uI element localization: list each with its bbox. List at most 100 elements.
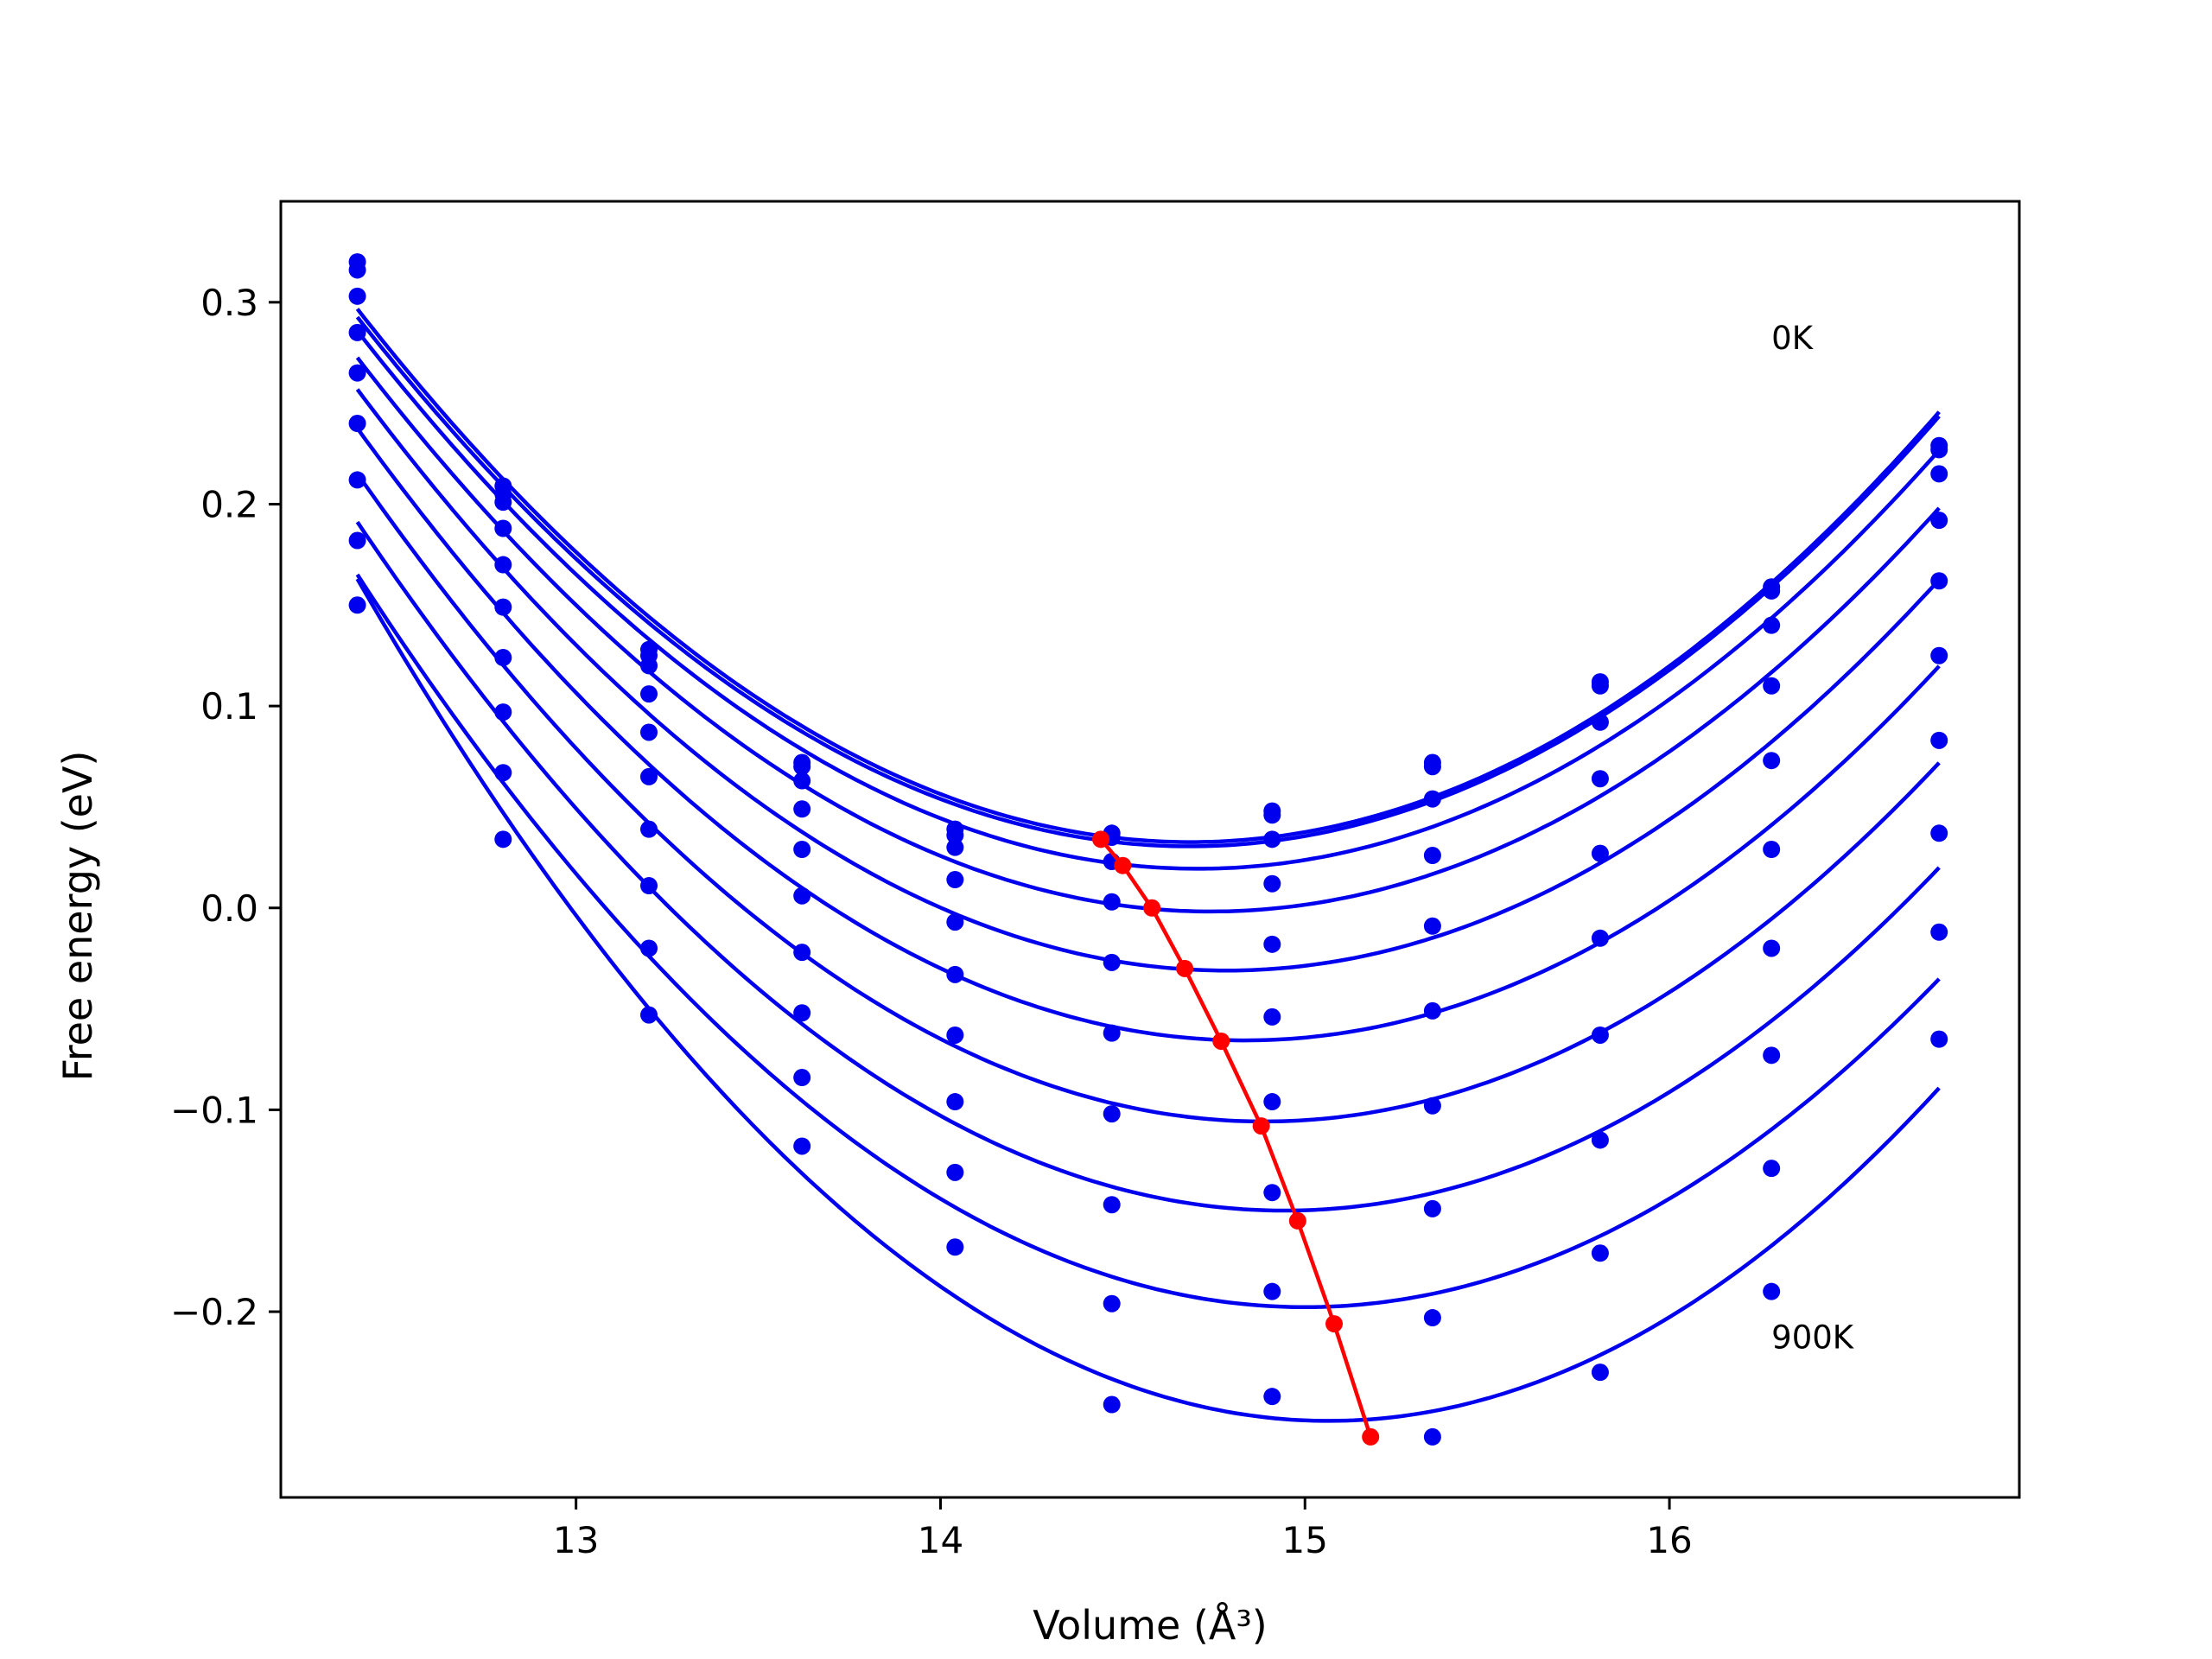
data-point bbox=[1591, 1244, 1609, 1262]
minimum-point bbox=[1288, 1211, 1306, 1230]
minimum-point bbox=[1252, 1117, 1270, 1135]
y-tick-label: 0.0 bbox=[200, 887, 258, 930]
data-point bbox=[1763, 1282, 1781, 1300]
data-point bbox=[1423, 758, 1441, 776]
fit-curve-8 bbox=[355, 520, 1941, 1213]
y-tick-label: 0.3 bbox=[200, 282, 258, 324]
data-point bbox=[1423, 847, 1441, 865]
data-point bbox=[793, 944, 811, 962]
minima-trace bbox=[1092, 830, 1380, 1446]
fit-curve-3 bbox=[355, 329, 1941, 871]
annotation-label: 900K bbox=[1771, 1319, 1855, 1356]
data-point bbox=[1763, 1160, 1781, 1178]
data-point bbox=[348, 596, 366, 614]
data-point bbox=[946, 871, 964, 889]
data-point bbox=[1423, 790, 1441, 808]
data-point bbox=[1423, 1096, 1441, 1115]
data-point bbox=[1591, 844, 1609, 862]
data-point bbox=[1763, 677, 1781, 695]
data-point bbox=[1591, 929, 1609, 947]
data-point bbox=[1263, 935, 1281, 953]
data-point bbox=[946, 1093, 964, 1111]
data-point bbox=[1423, 1309, 1441, 1327]
data-point bbox=[1591, 1026, 1609, 1044]
data-point bbox=[946, 913, 964, 931]
minimum-point bbox=[1176, 959, 1194, 977]
data-point bbox=[640, 877, 658, 895]
data-point bbox=[1763, 616, 1781, 634]
data-point bbox=[1263, 806, 1281, 824]
data-point bbox=[1763, 939, 1781, 957]
data-point bbox=[348, 531, 366, 550]
data-point bbox=[348, 261, 366, 279]
data-point bbox=[640, 685, 658, 703]
data-point bbox=[1423, 1199, 1441, 1217]
data-point bbox=[348, 287, 366, 305]
data-point bbox=[1103, 1395, 1121, 1414]
fit-curve-6 bbox=[355, 427, 1941, 1043]
data-point bbox=[640, 820, 658, 838]
data-point bbox=[348, 323, 366, 341]
minimum-point bbox=[1212, 1032, 1230, 1050]
minimum-point bbox=[1114, 856, 1132, 874]
x-tick-label: 15 bbox=[1282, 1519, 1328, 1561]
data-point bbox=[793, 758, 811, 776]
data-point bbox=[494, 703, 512, 721]
data-point bbox=[1930, 824, 1948, 842]
data-point bbox=[1591, 713, 1609, 731]
plot-frame bbox=[279, 200, 2021, 1499]
data-point bbox=[494, 556, 512, 574]
data-point bbox=[640, 723, 658, 741]
y-tick-label: 0.2 bbox=[200, 483, 258, 525]
annotation-label: 0K bbox=[1771, 320, 1815, 357]
y-tick-label: −0.2 bbox=[170, 1291, 258, 1333]
data-point bbox=[640, 1006, 658, 1024]
data-point bbox=[1763, 752, 1781, 770]
data-point bbox=[1930, 512, 1948, 530]
x-tick-label: 14 bbox=[918, 1519, 963, 1561]
data-point bbox=[946, 838, 964, 856]
fit-curve-2 bbox=[355, 315, 1941, 849]
data-point bbox=[1930, 465, 1948, 483]
data-point bbox=[1263, 1388, 1281, 1406]
fit-curve-5 bbox=[355, 388, 1941, 973]
fitted-curves bbox=[355, 308, 1941, 1423]
y-tick-label: 0.1 bbox=[200, 685, 258, 728]
data-point bbox=[1591, 1363, 1609, 1382]
data-point bbox=[1103, 893, 1121, 911]
minimum-point bbox=[1325, 1315, 1344, 1333]
data-point bbox=[946, 1026, 964, 1044]
minimum-point bbox=[1143, 899, 1161, 917]
data-point bbox=[1763, 1046, 1781, 1065]
data-point bbox=[793, 1069, 811, 1087]
fit-curve-1 bbox=[355, 308, 1941, 844]
data-point bbox=[640, 767, 658, 785]
data-point bbox=[348, 415, 366, 433]
data-point bbox=[1930, 441, 1948, 459]
data-point bbox=[1103, 953, 1121, 971]
data-point bbox=[348, 364, 366, 382]
data-point bbox=[793, 887, 811, 905]
y-axis-label: Free energy (eV) bbox=[54, 751, 101, 1082]
x-axis-label: Volume (Å³) bbox=[1033, 1602, 1268, 1649]
data-point bbox=[1763, 582, 1781, 600]
data-point bbox=[1263, 1282, 1281, 1300]
fit-curve-10 bbox=[355, 577, 1941, 1423]
x-axis-ticks: 13 14 15 16 bbox=[553, 1497, 1693, 1561]
data-point bbox=[494, 649, 512, 667]
data-point bbox=[793, 1137, 811, 1155]
x-tick-label: 13 bbox=[553, 1519, 599, 1561]
data-point bbox=[1263, 1093, 1281, 1111]
data-point bbox=[494, 493, 512, 512]
data-point bbox=[494, 764, 512, 782]
data-point bbox=[1423, 1001, 1441, 1020]
data-point bbox=[494, 598, 512, 616]
data-point bbox=[793, 772, 811, 790]
fit-curve-7 bbox=[355, 472, 1941, 1124]
data-point bbox=[640, 657, 658, 675]
x-tick-label: 16 bbox=[1646, 1519, 1692, 1561]
data-point bbox=[1103, 1024, 1121, 1042]
data-point bbox=[1591, 770, 1609, 788]
fit-curve-9 bbox=[355, 573, 1941, 1309]
data-point bbox=[1591, 1131, 1609, 1149]
